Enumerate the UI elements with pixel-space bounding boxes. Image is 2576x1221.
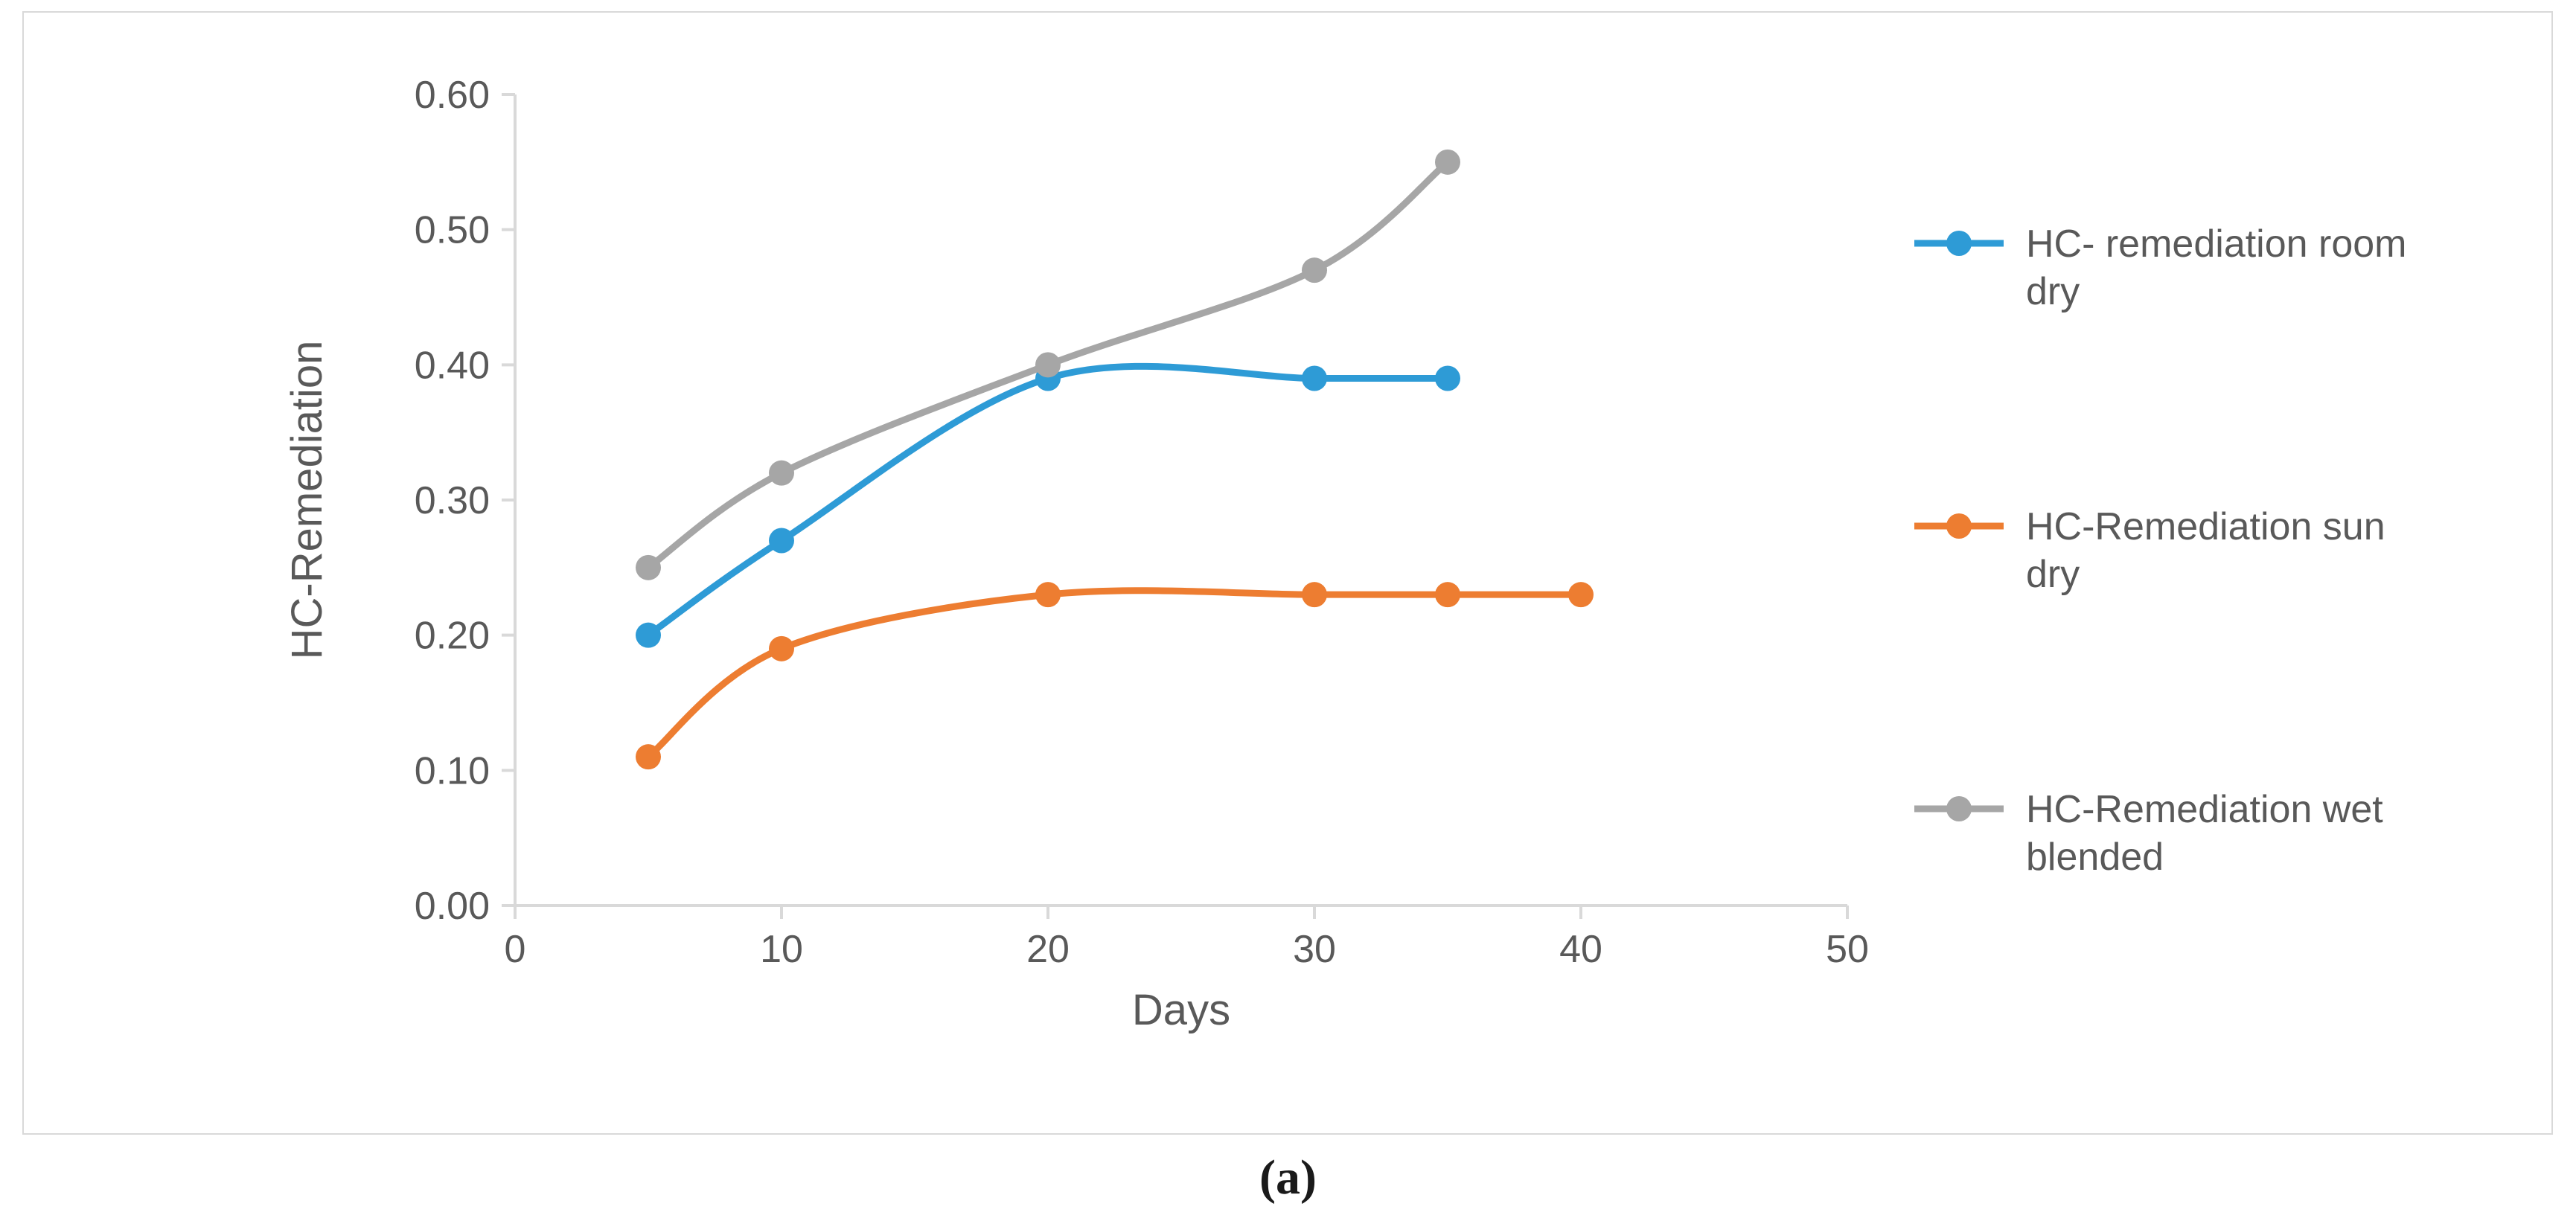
data-point bbox=[636, 555, 661, 580]
data-point bbox=[1435, 366, 1460, 391]
y-tick-label: 0.30 bbox=[415, 479, 490, 522]
legend-label: HC-Remediation wetblended bbox=[2026, 788, 2383, 879]
y-axis-title: HC-Remediation bbox=[283, 341, 331, 660]
figure-container: 0.00 0.10 0.20 0.30 0.40 0.50 0.60 0 10 20 30 40 50 D… bbox=[0, 0, 2576, 1221]
legend-swatch-marker bbox=[1946, 513, 1972, 539]
series-line bbox=[648, 591, 1581, 757]
x-tick-label: 10 bbox=[760, 928, 803, 971]
data-point bbox=[1302, 582, 1327, 607]
data-point bbox=[1568, 582, 1594, 607]
y-tick-label: 0.50 bbox=[415, 209, 490, 252]
line-chart: 0.00 0.10 0.20 0.30 0.40 0.50 0.60 0 10 20 30 40 50 D… bbox=[24, 13, 2554, 1136]
data-point bbox=[769, 528, 794, 554]
y-tick-label: 0.10 bbox=[415, 749, 490, 792]
data-point bbox=[1302, 366, 1327, 391]
data-point bbox=[636, 623, 661, 648]
legend-swatch-marker bbox=[1946, 796, 1972, 821]
legend-swatch-marker bbox=[1946, 231, 1972, 256]
legend-label: HC- remediation roomdry bbox=[2026, 222, 2407, 313]
y-tick-label: 0.40 bbox=[415, 344, 490, 387]
x-tick-label: 20 bbox=[1026, 928, 1070, 971]
legend-label: HC-Remediation sundry bbox=[2026, 505, 2385, 596]
data-point bbox=[636, 744, 661, 769]
y-tick-label: 0.60 bbox=[415, 74, 490, 117]
x-axis-title: Days bbox=[1132, 986, 1230, 1034]
data-point bbox=[1435, 150, 1460, 175]
data-point bbox=[1435, 582, 1460, 607]
y-tick-label: 0.00 bbox=[415, 885, 490, 928]
x-tick-label: 0 bbox=[505, 928, 526, 971]
data-point bbox=[769, 461, 794, 486]
y-tick-label: 0.20 bbox=[415, 615, 490, 658]
chart-card: 0.00 0.10 0.20 0.30 0.40 0.50 0.60 0 10 20 30 40 50 D… bbox=[22, 11, 2553, 1135]
data-point bbox=[1035, 352, 1061, 377]
data-point bbox=[1035, 582, 1061, 607]
x-tick-label: 40 bbox=[1559, 928, 1602, 971]
x-tick-label: 50 bbox=[1826, 928, 1869, 971]
data-point bbox=[1302, 257, 1327, 283]
figure-caption: (a) bbox=[0, 1150, 2576, 1206]
data-point bbox=[769, 636, 794, 661]
x-tick-label: 30 bbox=[1293, 928, 1336, 971]
